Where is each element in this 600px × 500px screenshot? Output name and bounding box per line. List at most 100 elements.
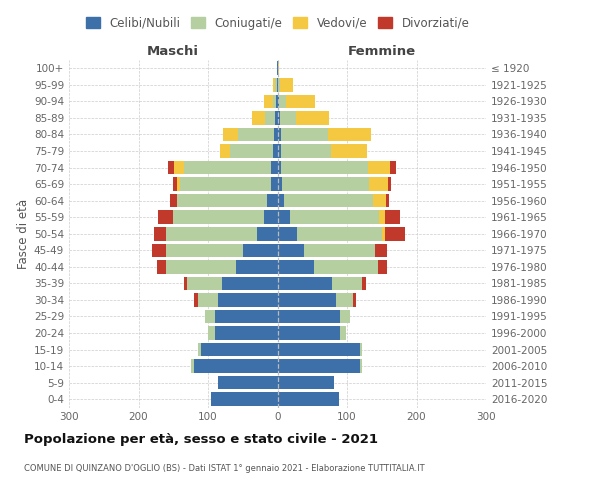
Bar xyxy=(280,78,293,92)
Bar xyxy=(277,293,336,306)
Bar xyxy=(277,194,284,207)
Bar xyxy=(197,343,201,356)
Text: Femmine: Femmine xyxy=(347,44,416,58)
Bar xyxy=(174,161,184,174)
Bar xyxy=(385,227,404,240)
Bar xyxy=(271,178,277,191)
Bar xyxy=(236,260,277,274)
Bar xyxy=(275,111,277,124)
Bar xyxy=(386,194,389,207)
Bar xyxy=(277,128,281,141)
Bar xyxy=(187,276,222,290)
Bar xyxy=(220,144,230,158)
Bar xyxy=(277,210,290,224)
Bar xyxy=(272,78,275,92)
Bar xyxy=(362,276,366,290)
Bar xyxy=(274,144,277,158)
Bar xyxy=(253,111,265,124)
Bar xyxy=(271,161,277,174)
Bar xyxy=(359,343,362,356)
Bar xyxy=(277,310,340,324)
Bar xyxy=(184,276,187,290)
Bar xyxy=(230,144,274,158)
Bar xyxy=(290,210,379,224)
Bar xyxy=(277,343,359,356)
Bar xyxy=(328,128,371,141)
Bar xyxy=(267,194,277,207)
Bar xyxy=(296,111,329,124)
Bar xyxy=(277,392,338,406)
Bar xyxy=(297,227,382,240)
Text: Popolazione per età, sesso e stato civile - 2021: Popolazione per età, sesso e stato civil… xyxy=(24,432,378,446)
Bar xyxy=(177,178,180,191)
Bar xyxy=(286,94,315,108)
Bar xyxy=(382,227,385,240)
Bar xyxy=(340,310,350,324)
Bar xyxy=(359,360,362,373)
Bar xyxy=(166,244,243,257)
Bar xyxy=(223,128,238,141)
Bar xyxy=(281,144,331,158)
Bar xyxy=(173,210,263,224)
Bar xyxy=(277,276,332,290)
Bar xyxy=(272,94,276,108)
Bar xyxy=(373,194,386,207)
Bar xyxy=(332,276,362,290)
Bar xyxy=(375,244,388,257)
Bar xyxy=(277,78,280,92)
Bar xyxy=(205,310,215,324)
Bar xyxy=(336,293,353,306)
Bar xyxy=(170,194,177,207)
Bar xyxy=(379,210,385,224)
Bar xyxy=(191,360,194,373)
Bar xyxy=(218,293,277,306)
Bar xyxy=(388,178,391,191)
Bar xyxy=(368,178,388,191)
Bar xyxy=(154,227,166,240)
Bar xyxy=(218,376,277,390)
Bar xyxy=(274,128,277,141)
Bar xyxy=(281,178,368,191)
Bar xyxy=(166,227,257,240)
Bar xyxy=(314,260,377,274)
Bar xyxy=(177,194,267,207)
Bar xyxy=(377,260,388,274)
Bar xyxy=(353,293,356,306)
Bar xyxy=(277,260,314,274)
Bar xyxy=(157,260,166,274)
Bar xyxy=(277,376,334,390)
Bar xyxy=(275,78,277,92)
Bar xyxy=(169,161,174,174)
Text: COMUNE DI QUINZANO D'OGLIO (BS) - Dati ISTAT 1° gennaio 2021 - Elaborazione TUTT: COMUNE DI QUINZANO D'OGLIO (BS) - Dati I… xyxy=(24,464,425,473)
Bar xyxy=(277,326,340,340)
Bar xyxy=(277,144,281,158)
Bar xyxy=(265,111,275,124)
Bar xyxy=(158,210,173,224)
Bar xyxy=(215,310,277,324)
Text: Maschi: Maschi xyxy=(147,44,199,58)
Bar xyxy=(194,293,197,306)
Bar xyxy=(264,94,272,108)
Bar xyxy=(390,161,395,174)
Bar xyxy=(280,111,296,124)
Bar xyxy=(277,178,281,191)
Bar xyxy=(304,244,375,257)
Bar xyxy=(166,260,236,274)
Bar xyxy=(281,128,328,141)
Bar xyxy=(368,161,390,174)
Legend: Celibi/Nubili, Coniugati/e, Vedovi/e, Divorziati/e: Celibi/Nubili, Coniugati/e, Vedovi/e, Di… xyxy=(81,12,474,34)
Bar xyxy=(276,94,277,108)
Y-axis label: Fasce di età: Fasce di età xyxy=(17,198,30,269)
Bar xyxy=(208,326,215,340)
Bar xyxy=(277,62,279,75)
Bar xyxy=(201,343,277,356)
Bar xyxy=(197,293,218,306)
Bar xyxy=(340,326,346,340)
Bar xyxy=(152,244,166,257)
Bar xyxy=(277,360,359,373)
Bar xyxy=(180,178,271,191)
Bar xyxy=(222,276,277,290)
Bar xyxy=(263,210,277,224)
Bar xyxy=(194,360,277,373)
Bar xyxy=(331,144,367,158)
